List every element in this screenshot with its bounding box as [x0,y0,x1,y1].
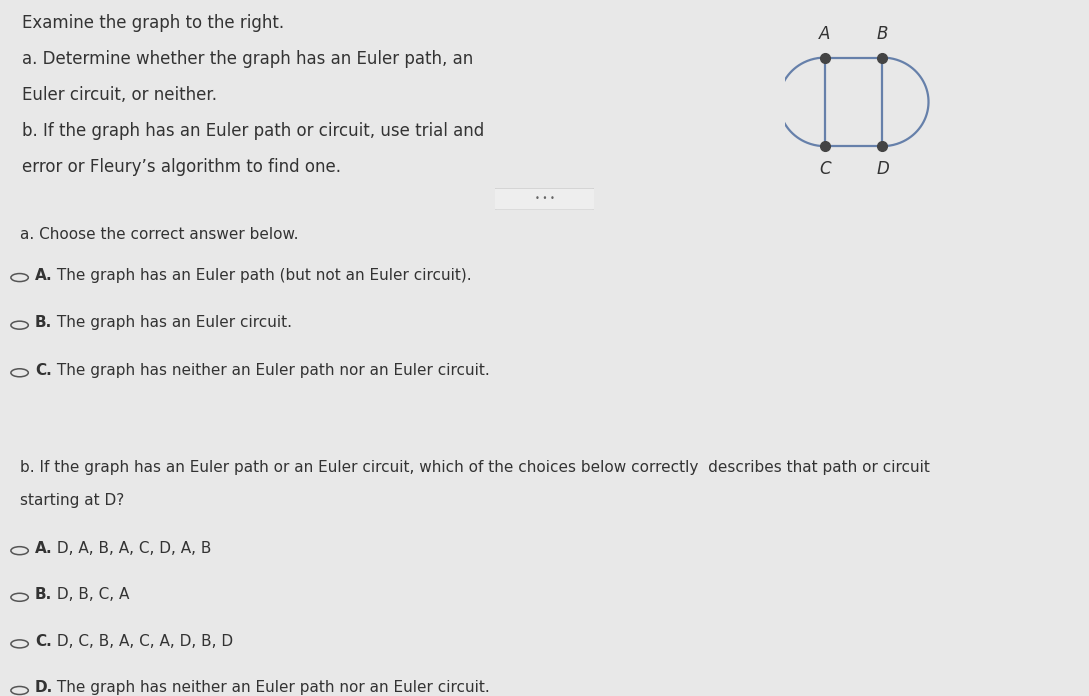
Text: C.: C. [35,363,51,378]
Text: error or Fleury’s algorithm to find one.: error or Fleury’s algorithm to find one. [22,158,341,176]
Text: D.: D. [35,681,53,695]
Text: Examine the graph to the right.: Examine the graph to the right. [22,14,284,31]
Text: D, B, C, A: D, B, C, A [52,587,130,602]
Text: B.: B. [35,315,52,330]
Text: The graph has an Euler path (but not an Euler circuit).: The graph has an Euler path (but not an … [52,267,472,283]
Text: The graph has an Euler circuit.: The graph has an Euler circuit. [52,315,292,330]
Text: b. If the graph has an Euler path or an Euler circuit, which of the choices belo: b. If the graph has an Euler path or an … [20,461,930,475]
Text: a. Choose the correct answer below.: a. Choose the correct answer below. [20,228,298,242]
FancyBboxPatch shape [490,188,599,210]
Text: • • •: • • • [535,194,554,203]
Text: The graph has neither an Euler path nor an Euler circuit.: The graph has neither an Euler path nor … [52,681,490,695]
Text: starting at D?: starting at D? [20,493,124,508]
Text: C.: C. [35,634,51,649]
Text: B: B [877,26,889,43]
Text: B.: B. [35,587,52,602]
Text: b. If the graph has an Euler path or circuit, use trial and: b. If the graph has an Euler path or cir… [22,122,484,140]
Text: A.: A. [35,267,52,283]
Text: A.: A. [35,541,52,555]
Text: Euler circuit, or neither.: Euler circuit, or neither. [22,86,217,104]
Text: D, C, B, A, C, A, D, B, D: D, C, B, A, C, A, D, B, D [52,634,233,649]
Text: The graph has neither an Euler path nor an Euler circuit.: The graph has neither an Euler path nor … [52,363,490,378]
Text: D: D [876,160,889,178]
Text: A: A [819,26,831,43]
Text: D, A, B, A, C, D, A, B: D, A, B, A, C, D, A, B [52,541,211,555]
Text: a. Determine whether the graph has an Euler path, an: a. Determine whether the graph has an Eu… [22,49,473,68]
Text: C: C [819,160,831,178]
